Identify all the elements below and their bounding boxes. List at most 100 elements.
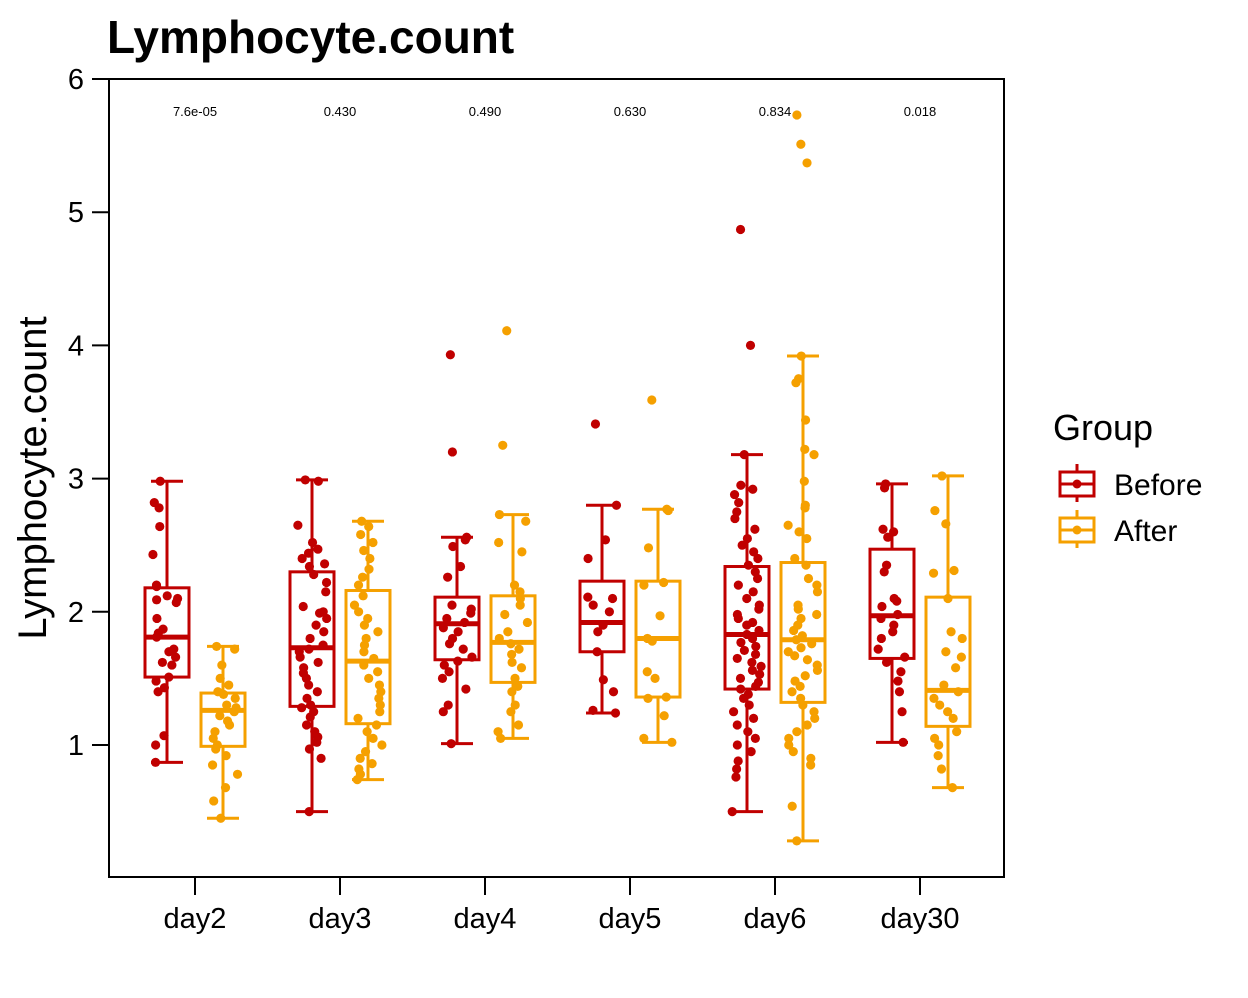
data-point	[752, 573, 763, 584]
data-point	[304, 561, 315, 572]
data-point	[509, 580, 520, 590]
data-point	[301, 720, 312, 730]
data-point	[313, 476, 323, 486]
data-point	[153, 687, 163, 697]
data-point	[437, 673, 448, 684]
y-tick-label-2: 2	[68, 597, 84, 629]
data-point	[800, 444, 810, 454]
data-point	[152, 595, 162, 605]
data-point	[792, 110, 802, 120]
iqr-box	[868, 547, 916, 660]
data-point	[498, 440, 508, 450]
data-point	[357, 516, 367, 526]
data-point	[318, 640, 328, 650]
data-point	[953, 687, 963, 697]
data-point	[751, 681, 761, 691]
data-point	[751, 641, 761, 652]
data-point	[461, 684, 471, 694]
data-point	[230, 644, 240, 654]
data-point	[349, 600, 360, 610]
p-value-day6: 0.834	[759, 104, 792, 119]
x-tick-label-day3: day3	[309, 903, 372, 935]
data-point	[151, 676, 161, 686]
data-point	[753, 553, 763, 564]
data-point	[732, 740, 742, 750]
data-point	[369, 653, 379, 664]
data-point	[466, 608, 476, 618]
data-point	[311, 620, 321, 630]
data-point	[148, 549, 158, 560]
x-tick-label-day6: day6	[744, 903, 807, 935]
data-point	[750, 733, 760, 743]
iqr-box	[578, 579, 626, 654]
data-point	[364, 521, 374, 532]
box-before-day5	[578, 419, 626, 718]
data-point	[513, 681, 523, 691]
legend-title: Group	[1053, 407, 1153, 448]
data-point	[937, 471, 947, 481]
data-point	[750, 524, 760, 534]
data-point	[373, 667, 383, 677]
data-point	[812, 609, 822, 620]
data-point	[877, 601, 887, 612]
data-point	[510, 673, 520, 684]
data-point	[736, 637, 746, 648]
data-point	[936, 764, 947, 774]
data-point	[157, 657, 168, 668]
data-point	[359, 620, 370, 630]
data-point	[610, 708, 621, 718]
data-point	[152, 632, 162, 642]
data-point	[377, 740, 387, 750]
data-point	[928, 568, 939, 578]
data-point	[792, 727, 802, 737]
data-point	[222, 700, 232, 710]
data-point	[460, 535, 470, 545]
data-point	[304, 644, 314, 654]
data-point	[355, 753, 365, 763]
data-point	[809, 450, 819, 460]
data-point	[745, 340, 756, 350]
y-tick-label-5: 5	[68, 197, 84, 229]
data-point	[742, 620, 752, 630]
data-point	[598, 675, 608, 685]
data-point	[731, 772, 741, 782]
data-point	[893, 609, 903, 620]
data-point	[607, 593, 618, 604]
data-point	[655, 611, 665, 621]
data-point	[155, 476, 165, 486]
data-point	[170, 652, 181, 662]
data-point	[352, 775, 362, 785]
box-after-day6	[779, 110, 827, 846]
data-point	[229, 707, 239, 717]
data-point	[792, 836, 802, 846]
data-point	[889, 527, 899, 537]
data-point	[215, 711, 225, 721]
p-value-labels: 7.6e-05 0.430 0.490 0.630 0.834 0.018	[173, 104, 936, 119]
data-point	[742, 533, 752, 544]
data-point	[894, 687, 905, 697]
data-point	[467, 652, 477, 662]
data-point	[749, 547, 759, 557]
p-value-day2: 7.6e-05	[173, 104, 217, 119]
data-point	[304, 807, 314, 817]
data-point	[322, 613, 332, 624]
data-point	[494, 633, 504, 644]
data-point	[218, 689, 229, 699]
data-point	[365, 553, 375, 564]
data-point	[583, 553, 593, 564]
data-point	[447, 447, 458, 457]
data-point	[375, 700, 385, 710]
data-point	[507, 687, 517, 697]
data-point	[798, 700, 808, 710]
data-point	[159, 731, 169, 741]
data-point	[164, 672, 174, 682]
data-point	[313, 657, 323, 668]
data-point	[788, 747, 798, 757]
data-point	[354, 607, 364, 617]
data-point	[359, 640, 370, 650]
data-point	[521, 516, 531, 526]
data-point	[806, 753, 816, 763]
data-point	[898, 737, 908, 747]
data-point	[448, 541, 458, 552]
data-point	[659, 577, 669, 588]
